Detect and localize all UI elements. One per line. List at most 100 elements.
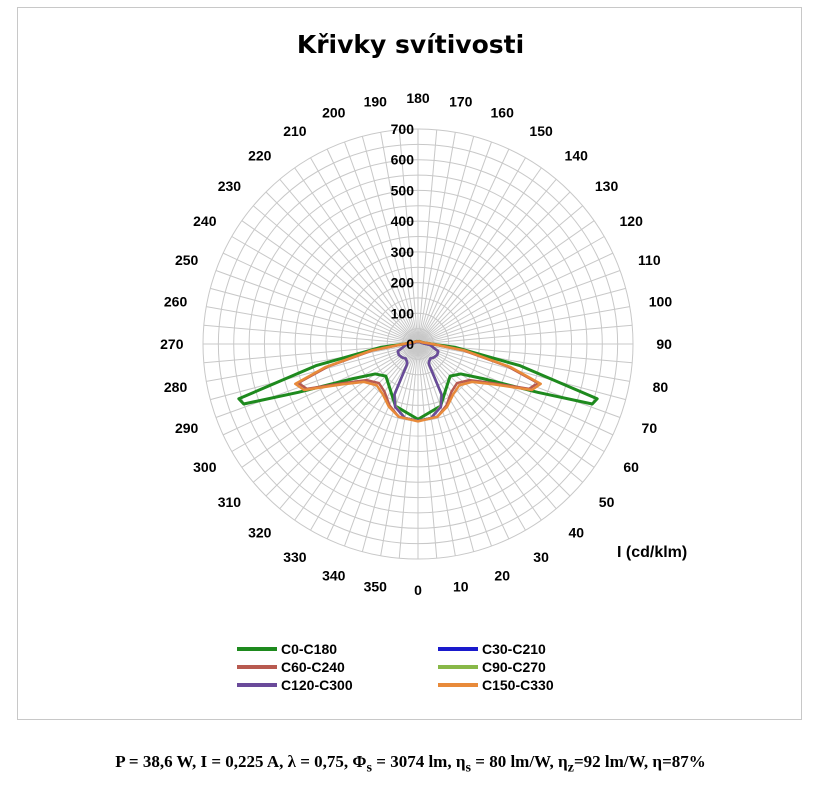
grid-spoke — [417, 178, 557, 345]
radial-tick-label: 100 — [391, 305, 415, 321]
angle-tick-label: 20 — [494, 567, 510, 583]
grid-spoke — [417, 343, 542, 521]
grid-spoke — [252, 343, 419, 483]
footer-sub-2: s — [465, 759, 472, 776]
unit-label: I (cd/klm) — [617, 544, 687, 561]
grid-spoke — [294, 343, 419, 521]
angle-tick-label: 130 — [595, 178, 619, 194]
footer-text-2: = 3074 lm, η — [372, 752, 466, 771]
angle-tick-label: 230 — [218, 178, 242, 194]
grid-spoke — [279, 343, 419, 510]
grid-spoke — [206, 306, 419, 345]
grid-spoke — [215, 343, 419, 418]
grid-spoke — [398, 129, 419, 345]
grid-spoke — [265, 343, 419, 497]
angle-tick-label: 200 — [322, 105, 346, 121]
legend-item: C0-C180 — [237, 641, 337, 657]
legend-swatch — [237, 683, 277, 687]
grid-spoke — [417, 220, 595, 345]
radial-tick-label: 500 — [391, 182, 415, 198]
grid-spoke — [417, 343, 557, 510]
angle-tick-label: 10 — [453, 578, 469, 594]
angle-tick-label: 290 — [175, 420, 199, 436]
grid-spoke — [252, 205, 419, 345]
grid-spoke — [417, 343, 526, 531]
series-layer — [237, 339, 599, 423]
legend-item: C120-C300 — [237, 677, 353, 693]
angle-tick-label: 160 — [491, 105, 515, 121]
grid-spoke — [310, 343, 419, 531]
legend-item: C150-C330 — [438, 677, 554, 693]
grid-spoke — [417, 343, 621, 418]
grid-spoke — [417, 343, 630, 382]
label-layer: 0 10 20 30 40 50 60 70 80 90 100 110 120 130 140 150 160… — [160, 90, 672, 598]
angle-tick-label: 70 — [642, 420, 658, 436]
grid-spoke — [310, 157, 419, 345]
radial-tick-label: 200 — [391, 275, 415, 291]
grid-spoke — [344, 141, 419, 345]
angle-tick-label: 320 — [248, 525, 272, 541]
grid-spoke — [417, 343, 492, 547]
footer-parameters: P = 38,6 W, I = 0,225 A, λ = 0,75, Φ s = … — [0, 752, 821, 776]
grid-spoke — [265, 191, 419, 345]
legend-label: C120-C300 — [281, 677, 353, 693]
legend-label: C30-C210 — [482, 641, 546, 657]
grid-spoke — [417, 306, 630, 345]
grid-spoke — [417, 141, 492, 345]
legend-swatch — [237, 665, 277, 669]
grid-spoke — [222, 252, 419, 345]
grid-spoke — [417, 167, 542, 345]
legend-label: C150-C330 — [482, 677, 554, 693]
angle-tick-label: 110 — [638, 252, 661, 268]
angle-tick-label: 220 — [248, 147, 272, 163]
grid-spoke — [380, 343, 419, 556]
radial-tick-label: 600 — [391, 152, 415, 168]
angle-tick-label: 180 — [406, 90, 430, 106]
grid-spoke — [417, 287, 626, 345]
angle-tick-label: 90 — [656, 336, 672, 352]
grid-spoke — [417, 191, 571, 345]
grid-spoke — [361, 343, 419, 552]
grid-spoke — [417, 343, 475, 552]
grid-spoke — [417, 129, 438, 345]
grid-spoke — [215, 270, 419, 345]
legend-swatch — [438, 665, 478, 669]
grid-spoke — [417, 252, 614, 345]
angle-tick-label: 310 — [218, 494, 242, 510]
angle-tick-label: 140 — [565, 147, 589, 163]
grid-spoke — [417, 343, 626, 401]
grid-spoke — [398, 343, 419, 559]
angle-tick-label: 270 — [160, 336, 184, 352]
grid-spoke — [380, 132, 419, 345]
legend-swatch — [438, 683, 478, 687]
footer-sub-3: z — [567, 759, 574, 776]
grid-spoke — [279, 178, 419, 345]
legend-label: C60-C240 — [281, 659, 345, 675]
grid-spoke — [210, 343, 419, 401]
angle-tick-label: 210 — [283, 123, 307, 139]
grid-spoke — [222, 343, 419, 436]
legend-label: C90-C270 — [482, 659, 546, 675]
series-line — [294, 340, 542, 423]
grid-spoke — [417, 343, 571, 497]
grid-spoke — [417, 270, 621, 345]
chart-title: Křivky svítivosti — [296, 30, 525, 59]
chart-frame — [17, 7, 802, 720]
grid-spoke — [344, 343, 419, 547]
footer-text-3: = 80 lm/W, η — [471, 752, 568, 771]
angle-tick-label: 250 — [175, 252, 199, 268]
grid-spoke — [417, 343, 438, 559]
radial-tick-label: 0 — [406, 336, 414, 352]
grid-spoke — [417, 132, 456, 345]
grid-spoke — [231, 343, 419, 452]
radial-tick-label: 300 — [391, 244, 415, 260]
grid-spoke — [417, 324, 633, 345]
grid-spoke — [417, 343, 605, 452]
grid-spoke — [417, 236, 605, 345]
angle-tick-label: 100 — [649, 293, 673, 309]
grid-spoke — [417, 205, 584, 345]
grid-spoke — [241, 220, 419, 345]
footer-text-1: P = 38,6 W, I = 0,225 A, λ = 0,75, Φ — [115, 752, 367, 771]
legend-swatch — [438, 647, 478, 651]
grid-spoke — [361, 136, 419, 345]
